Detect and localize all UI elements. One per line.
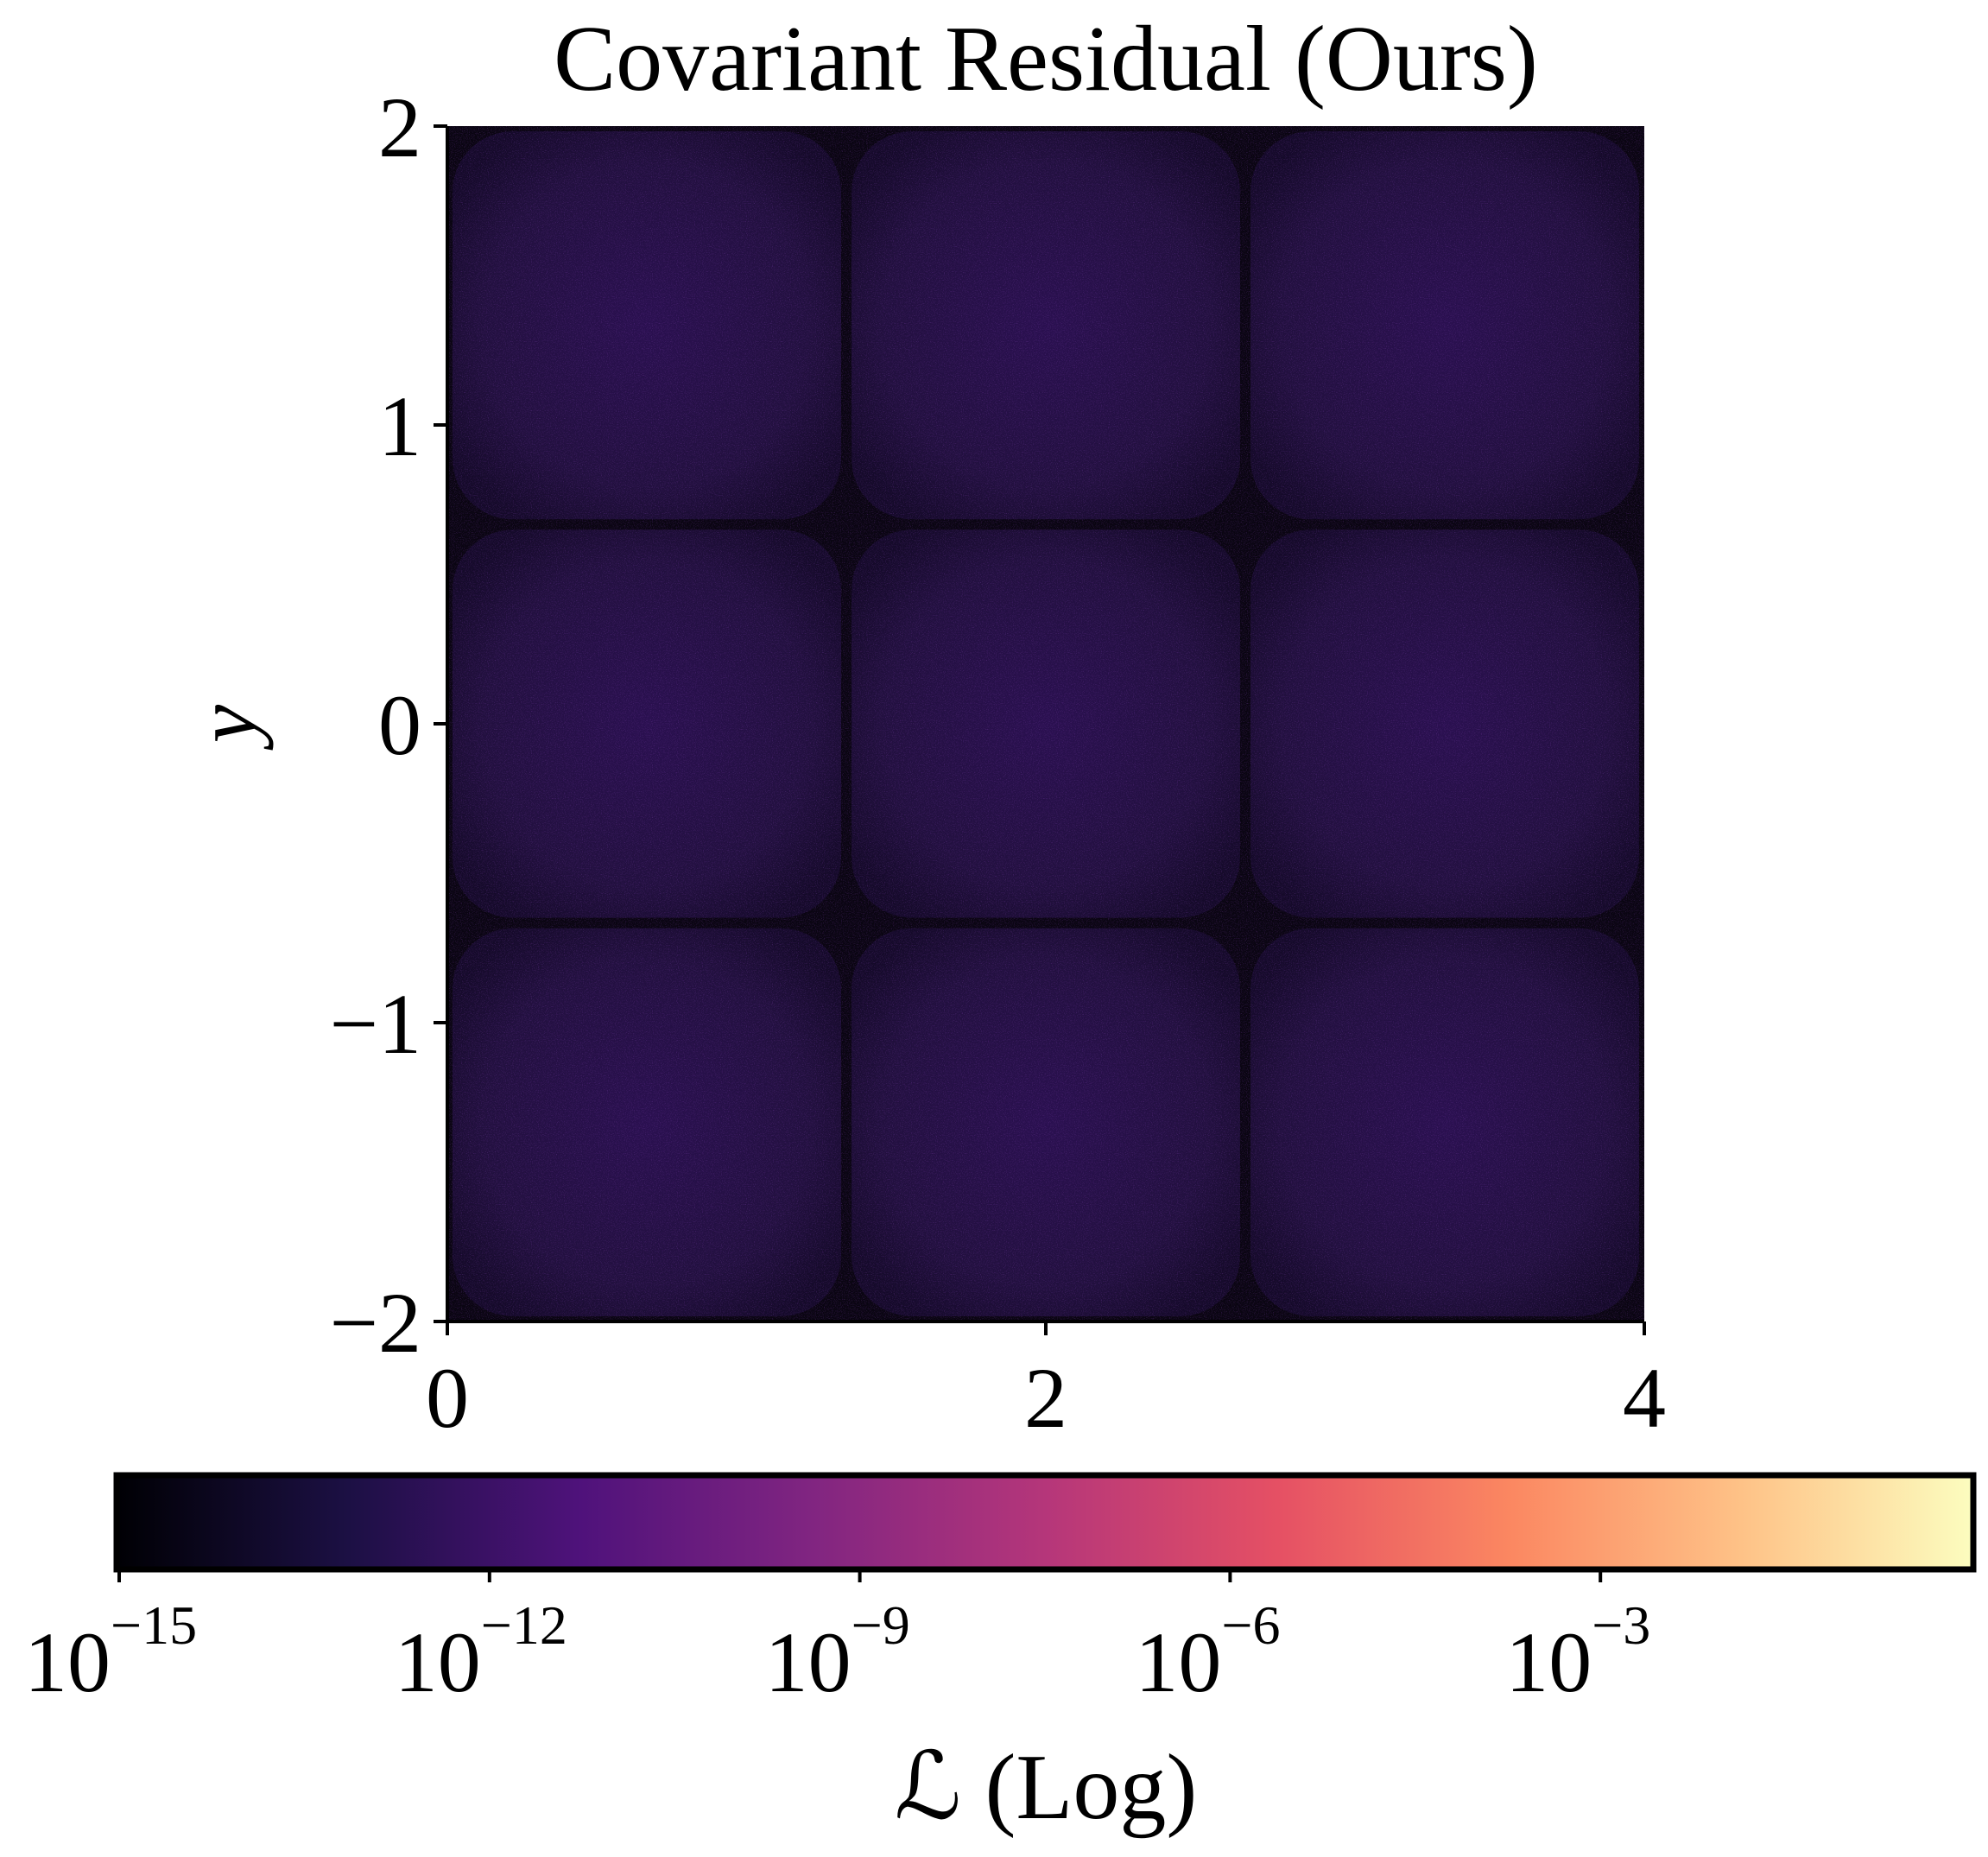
colorbar-tick-label: 10−3 bbox=[1505, 1594, 1650, 1710]
colorbar-ticks: 10−15 10−12 10−9 10−6 10−3 bbox=[24, 1569, 1650, 1710]
y-tick-label: 2 bbox=[378, 79, 421, 175]
colorbar-label: ℒ (Log) bbox=[895, 1736, 1198, 1839]
colorbar bbox=[117, 1475, 1973, 1569]
x-axis: 0 2 4 bbox=[426, 1320, 1666, 1446]
colorbar-frame bbox=[113, 1472, 1977, 1573]
colorbar-tick-label: 10−6 bbox=[1135, 1594, 1280, 1710]
chart-title: Covariant Residual (Ours) bbox=[554, 8, 1538, 111]
x-tick-label: 0 bbox=[426, 1350, 469, 1446]
y-tick-label: −2 bbox=[330, 1275, 421, 1371]
y-axis: 2 1 0 −1 −2 bbox=[330, 79, 449, 1371]
y-tick-label: −1 bbox=[330, 976, 421, 1072]
colorbar-tick-label: 10−12 bbox=[395, 1594, 567, 1710]
colorbar-tick-label: 10−9 bbox=[765, 1594, 910, 1710]
y-tick-label: 1 bbox=[378, 378, 421, 474]
x-tick-label: 4 bbox=[1623, 1350, 1666, 1446]
y-axis-label: y bbox=[178, 704, 274, 751]
heatmap-noise bbox=[447, 126, 1644, 1321]
plot-area bbox=[447, 126, 1644, 1321]
colorbar-tick-label: 10−15 bbox=[24, 1594, 197, 1710]
y-tick-label: 0 bbox=[378, 677, 421, 773]
x-tick-label: 2 bbox=[1024, 1350, 1067, 1446]
